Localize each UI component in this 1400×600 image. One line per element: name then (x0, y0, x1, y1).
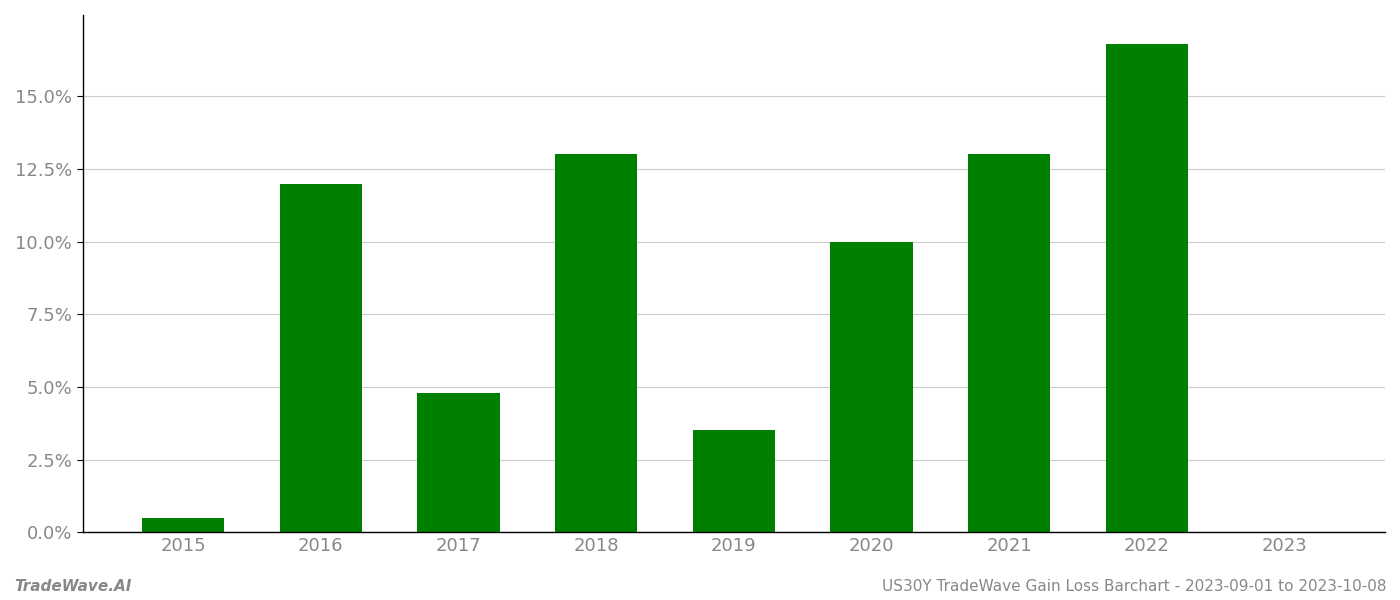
Bar (554, 154, 637, 532)
Bar (693, 430, 776, 532)
Bar (830, 242, 913, 532)
Bar (1106, 44, 1189, 532)
Bar (967, 154, 1050, 532)
Bar (280, 184, 363, 532)
Bar (417, 392, 500, 532)
Text: TradeWave.AI: TradeWave.AI (14, 579, 132, 594)
Text: US30Y TradeWave Gain Loss Barchart - 2023-09-01 to 2023-10-08: US30Y TradeWave Gain Loss Barchart - 202… (882, 579, 1386, 594)
Bar (141, 518, 224, 532)
